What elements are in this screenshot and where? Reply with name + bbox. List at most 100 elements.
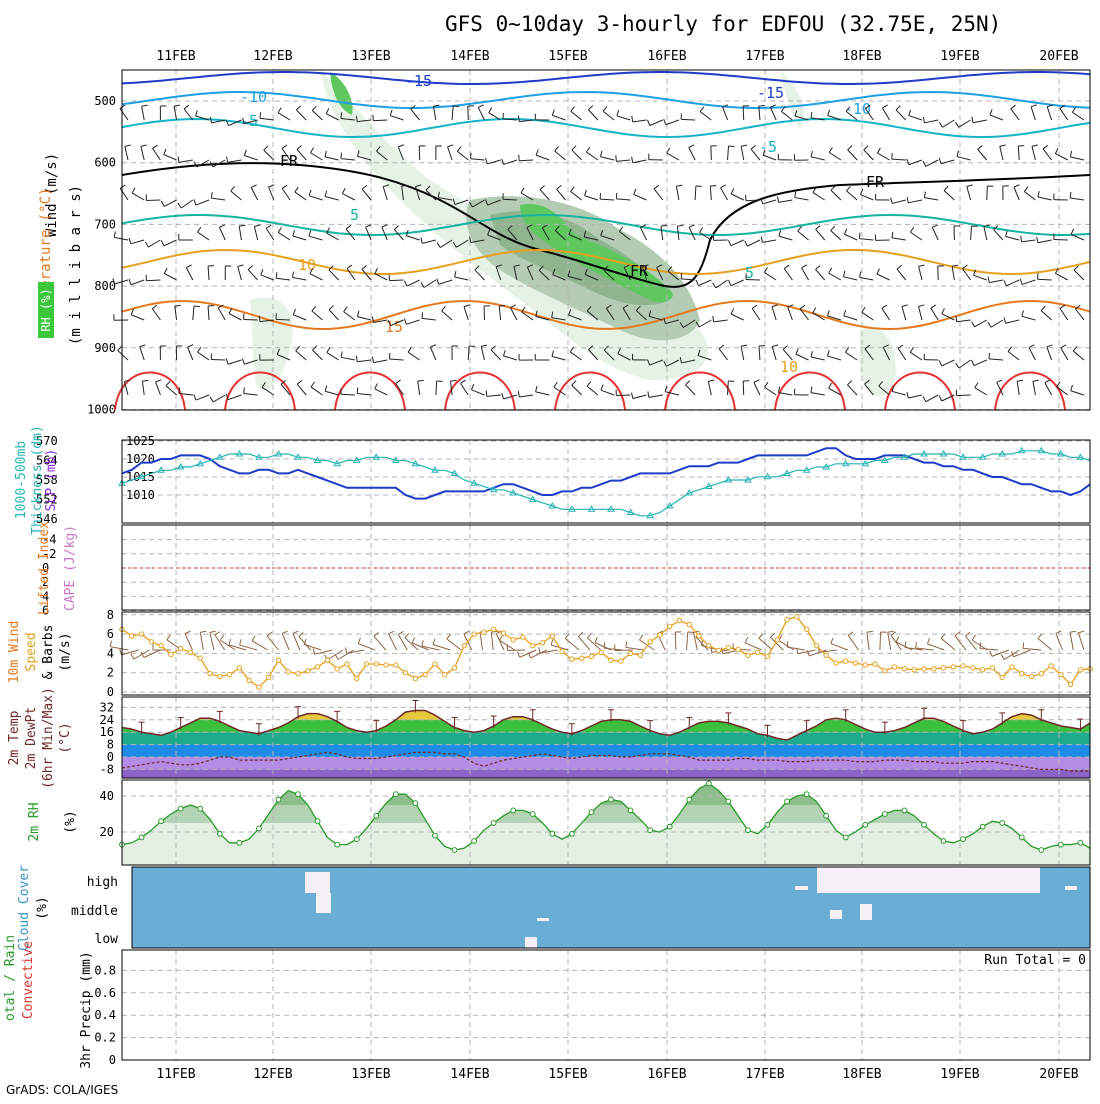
p4-barbs-barb bbox=[496, 634, 504, 650]
wind10m-point bbox=[814, 643, 818, 647]
wind10m-point bbox=[296, 671, 300, 675]
p1-wind-barbs-barb bbox=[829, 273, 841, 280]
p1-wind-barbs-barb-flag bbox=[665, 386, 666, 392]
wind10m-point bbox=[1039, 671, 1043, 675]
p1-wind-barbs-barb-flag bbox=[152, 305, 157, 308]
wind10m-point bbox=[482, 630, 486, 634]
p1-wind-barbs-barb-flag bbox=[829, 268, 832, 273]
p1-wind-barbs-barb-flag bbox=[499, 305, 505, 306]
wind10m-point bbox=[1010, 665, 1014, 669]
wind10m-point bbox=[1000, 675, 1004, 679]
wind10m-point bbox=[1078, 668, 1082, 672]
p1-wind-barbs-barb-flag bbox=[188, 345, 194, 347]
rh2m-point bbox=[237, 840, 242, 845]
wind10m-point bbox=[804, 627, 808, 631]
wind10m-point bbox=[560, 649, 564, 653]
p1-wind-barbs-barb bbox=[478, 107, 484, 120]
p1-wind-barbs-barb-flag bbox=[1017, 380, 1023, 381]
rh2m-point bbox=[315, 819, 320, 824]
p1-wind-barbs-barb-flag bbox=[632, 116, 633, 122]
p1-wind-barbs-barb bbox=[909, 116, 922, 120]
p4-barbs-barb bbox=[880, 632, 881, 650]
p1-wind-barbs-barb bbox=[341, 159, 355, 160]
p1-wind-barbs-barb-flag bbox=[164, 268, 167, 273]
p1-wind-barbs-barb bbox=[197, 160, 209, 167]
rh2m-point bbox=[980, 824, 985, 829]
p1-wind-barbs-barb-flag bbox=[956, 122, 959, 127]
p1-wind-barbs-barb bbox=[164, 273, 176, 280]
p4-ylabel-1: Speed bbox=[24, 632, 39, 671]
p1-wind-barbs-barb-flag bbox=[276, 272, 277, 278]
rh2m-point bbox=[589, 810, 594, 815]
p1-wind-barbs-barb bbox=[251, 188, 257, 200]
wind10m-point bbox=[384, 663, 388, 667]
p1-wind-barbs-barb bbox=[455, 277, 469, 280]
p1-wind-barbs-barb bbox=[788, 307, 793, 320]
p1-wind-barbs-barb bbox=[689, 148, 695, 160]
p1-wind-barbs-barb bbox=[120, 188, 128, 200]
p1-wind-barbs-barb bbox=[439, 280, 452, 284]
p1-wind-barbs-barb bbox=[816, 269, 825, 280]
p1-wind-barbs-barb bbox=[844, 234, 857, 240]
p1-wind-barbs-barb-flag bbox=[310, 148, 313, 153]
p1-wind-barbs-barb-flag bbox=[956, 363, 959, 368]
p1-wind-barbs-barb bbox=[329, 310, 339, 320]
wind10m-point bbox=[619, 659, 623, 663]
p1-wind-barbs-barb-flag bbox=[244, 150, 246, 156]
p4-barbs-barb bbox=[267, 636, 278, 650]
p1-wind-barbs-barb-flag bbox=[460, 380, 465, 383]
p1-wind-barbs-barb-flag bbox=[120, 185, 125, 188]
contour-minus15 bbox=[122, 72, 1090, 84]
p1-wind-barbs-barb-flag bbox=[586, 147, 589, 152]
p1-wind-barbs-barb bbox=[261, 275, 274, 280]
p1-wind-barbs-barb bbox=[650, 120, 663, 125]
p4-barbs-barb-flag bbox=[896, 637, 899, 642]
p1-wind-barbs-barb bbox=[181, 200, 193, 208]
p1-wind-barbs-barb-flag bbox=[686, 381, 690, 385]
wind10m-point bbox=[638, 653, 642, 657]
p1-wind-barbs-barb bbox=[188, 347, 193, 360]
p1-wind-barbs-barb-flag bbox=[366, 225, 372, 227]
p1-wind-barbs-barb-flag bbox=[1047, 345, 1053, 347]
wind10m-point bbox=[169, 652, 173, 656]
contour-warm-dome bbox=[995, 373, 1065, 411]
p1-ytick-label: 800 bbox=[94, 279, 116, 293]
p1-wind-barbs-barb bbox=[228, 395, 241, 400]
p1-wind-barbs-barb bbox=[164, 200, 176, 206]
p1-wind-barbs-barb-flag bbox=[877, 269, 880, 274]
wind10m-point bbox=[276, 658, 280, 662]
p1-wind-barbs-barb-flag bbox=[347, 265, 352, 268]
p1-wind-barbs-barb-flag bbox=[859, 233, 860, 239]
p1-wind-barbs-barb-flag bbox=[471, 153, 472, 159]
wind10m-point bbox=[462, 643, 466, 647]
p1-wind-barbs-barb bbox=[700, 232, 712, 240]
p1-wind-barbs-barb bbox=[716, 280, 728, 288]
p1-wind-barbs-barb-flag bbox=[891, 198, 892, 204]
p1-wind-barbs-barb bbox=[600, 199, 614, 200]
p1-wind-barbs-barb-flag bbox=[1070, 192, 1071, 198]
p1-wind-barbs-barb bbox=[229, 314, 241, 320]
p1-wind-barbs-barb bbox=[1045, 383, 1052, 395]
p1-wind-barbs-barb bbox=[802, 268, 809, 280]
p1-wind-barbs-barb bbox=[1022, 240, 1036, 242]
page-title: GFS 0~10day 3-hourly for EDFOU (32.75E, … bbox=[445, 12, 1001, 36]
p1-wind-barbs-barb bbox=[452, 106, 453, 120]
p1-wind-barbs-barb-flag bbox=[161, 201, 164, 206]
p4-barbs-barb bbox=[491, 632, 493, 650]
wind10m-point bbox=[472, 632, 476, 636]
p4-barbs-barb-flag bbox=[867, 631, 873, 632]
p1-wind-barbs-barb-flag bbox=[219, 225, 224, 227]
wind10m-point bbox=[746, 653, 750, 657]
p1-wind-barbs-barb-flag bbox=[342, 188, 345, 193]
p1-wind-barbs-barb-flag bbox=[129, 238, 131, 244]
p1-wind-barbs-barb-flag bbox=[882, 305, 887, 308]
p1-wind-barbs-barb bbox=[987, 186, 988, 200]
p1-wind-barbs-barb bbox=[383, 187, 387, 200]
p1-wind-barbs-barb-flag bbox=[518, 391, 519, 397]
p1-wind-barbs-barb bbox=[959, 360, 970, 368]
p1-wind-barbs-barb-flag bbox=[728, 240, 730, 245]
p1-wind-barbs-barb-flag bbox=[132, 188, 135, 193]
p1-wind-barbs-barb bbox=[1070, 157, 1084, 160]
p1-wind-barbs-barb bbox=[991, 320, 1003, 327]
